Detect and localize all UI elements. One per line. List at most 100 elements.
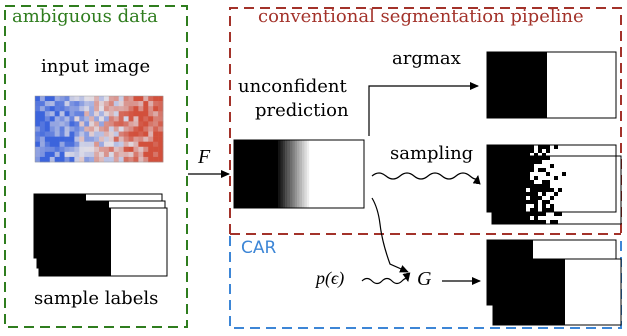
heatmap-cell xyxy=(49,126,55,132)
heatmap-cell xyxy=(39,131,46,137)
sample-noise-pixel xyxy=(554,168,558,172)
heatmap-cell xyxy=(148,156,154,163)
heatmap-cell xyxy=(138,136,144,142)
sample-noise-pixel xyxy=(558,208,562,212)
heatmap-cell xyxy=(44,111,51,117)
sample-noise-pixel xyxy=(522,149,526,153)
sample-noise-pixel xyxy=(550,220,554,224)
sample-noise-pixel xyxy=(522,200,526,204)
sample-noise-pixel xyxy=(546,153,550,157)
heatmap-cell xyxy=(54,106,60,112)
heatmap-cell xyxy=(118,131,124,137)
heatmap-cell xyxy=(103,111,110,117)
prediction-gradient-stripe xyxy=(280,140,283,208)
sample-noise-pixel xyxy=(526,172,530,176)
sample-noise-pixel xyxy=(526,176,530,180)
heatmap-cell xyxy=(153,141,159,148)
heatmap-cell xyxy=(64,146,70,153)
prediction-gradient-stripe xyxy=(287,140,291,208)
sample-noise-pixel xyxy=(526,180,530,184)
heatmap-cell xyxy=(133,151,139,158)
heatmap-cell xyxy=(103,146,110,153)
sample-noise-pixel xyxy=(562,168,566,172)
heatmap-cell xyxy=(153,136,159,142)
heatmap-cell xyxy=(59,156,65,163)
heatmap-cell xyxy=(113,136,119,142)
heatmap-cell xyxy=(118,106,124,112)
input-image-label: input image xyxy=(41,56,151,77)
sample-noise-pixel xyxy=(538,216,542,220)
heatmap-cell xyxy=(89,151,95,158)
sample-noise-pixel xyxy=(538,168,542,172)
sample-noise-pixel xyxy=(538,149,542,153)
heatmap-cell xyxy=(59,126,65,132)
sample-noise-pixel xyxy=(522,204,526,208)
F-label: F xyxy=(198,146,211,168)
sample-noise-pixel xyxy=(538,200,542,204)
heatmap-cell xyxy=(44,156,51,163)
heatmap-cell xyxy=(64,106,70,112)
sample-noise-pixel xyxy=(558,200,562,204)
prediction-gradient-stripe xyxy=(285,140,288,208)
heatmap-cell xyxy=(69,121,75,127)
heatmap-cell xyxy=(84,136,90,142)
heatmap-cell xyxy=(69,141,75,148)
heatmap-cell xyxy=(138,116,144,122)
heatmap-cell xyxy=(44,136,51,142)
sample-noise-pixel xyxy=(530,153,534,157)
sample-noise-pixel xyxy=(550,156,554,160)
ambiguous-data-title: ambiguous data xyxy=(12,6,158,27)
sample-noise-pixel xyxy=(554,176,558,180)
conventional-pipeline-panel xyxy=(229,7,622,234)
heatmap-cell xyxy=(148,126,154,132)
heatmap-cell xyxy=(153,156,159,163)
sample-noise-pixel xyxy=(522,220,526,224)
heatmap-cell xyxy=(69,151,75,158)
heatmap-cell xyxy=(54,156,60,163)
heatmap-cell xyxy=(54,151,60,158)
sample-noise-pixel xyxy=(526,153,530,157)
heatmap-cell xyxy=(64,116,70,122)
heatmap-cell xyxy=(103,116,110,122)
heatmap-cell xyxy=(54,101,60,107)
sample-noise-pixel xyxy=(554,216,558,220)
heatmap-cell xyxy=(128,121,134,127)
heatmap-cell xyxy=(49,131,55,137)
heatmap-cell xyxy=(89,136,95,142)
sample-noise-pixel xyxy=(526,156,530,160)
sample-noise-pixel xyxy=(550,216,554,220)
heatmap-cell xyxy=(84,131,90,137)
sample-noise-pixel xyxy=(530,184,534,188)
heatmap-cell xyxy=(108,101,115,107)
heatmap-cell xyxy=(69,96,75,102)
heatmap-cell xyxy=(148,116,154,122)
sample-noise-pixel xyxy=(542,145,546,149)
sample-noise-pixel xyxy=(530,192,534,196)
heatmap-cell xyxy=(123,141,129,148)
sample-noise-pixel xyxy=(538,196,542,200)
heatmap-cell xyxy=(108,126,115,132)
sample-noise-pixel xyxy=(526,188,530,192)
sample-noise-pixel xyxy=(546,220,550,224)
heatmap-cell xyxy=(153,116,159,122)
sample-noise-pixel xyxy=(530,220,534,224)
heatmap-cell xyxy=(118,101,124,107)
heatmap-cell xyxy=(44,116,51,122)
sample-noise-pixel xyxy=(526,204,530,208)
heatmap-cell xyxy=(158,146,164,153)
heatmap-cell xyxy=(74,146,80,153)
heatmap-cell xyxy=(128,146,134,153)
heatmap-cell xyxy=(108,141,115,148)
sample-noise-pixel xyxy=(562,180,566,184)
sample-noise-pixel xyxy=(558,168,562,172)
sample-noise-pixel xyxy=(550,172,554,176)
sample-noise-pixel xyxy=(546,200,550,204)
sample-noise-pixel xyxy=(554,220,558,224)
sample-noise-pixel xyxy=(558,149,562,153)
sample-noise-pixel xyxy=(558,192,562,196)
sample-noise-pixel xyxy=(562,216,566,220)
heatmap-cell xyxy=(158,136,164,142)
sample-noise-pixel xyxy=(558,220,562,224)
sample-noise-pixel xyxy=(546,145,550,149)
heatmap-cell xyxy=(35,131,41,137)
